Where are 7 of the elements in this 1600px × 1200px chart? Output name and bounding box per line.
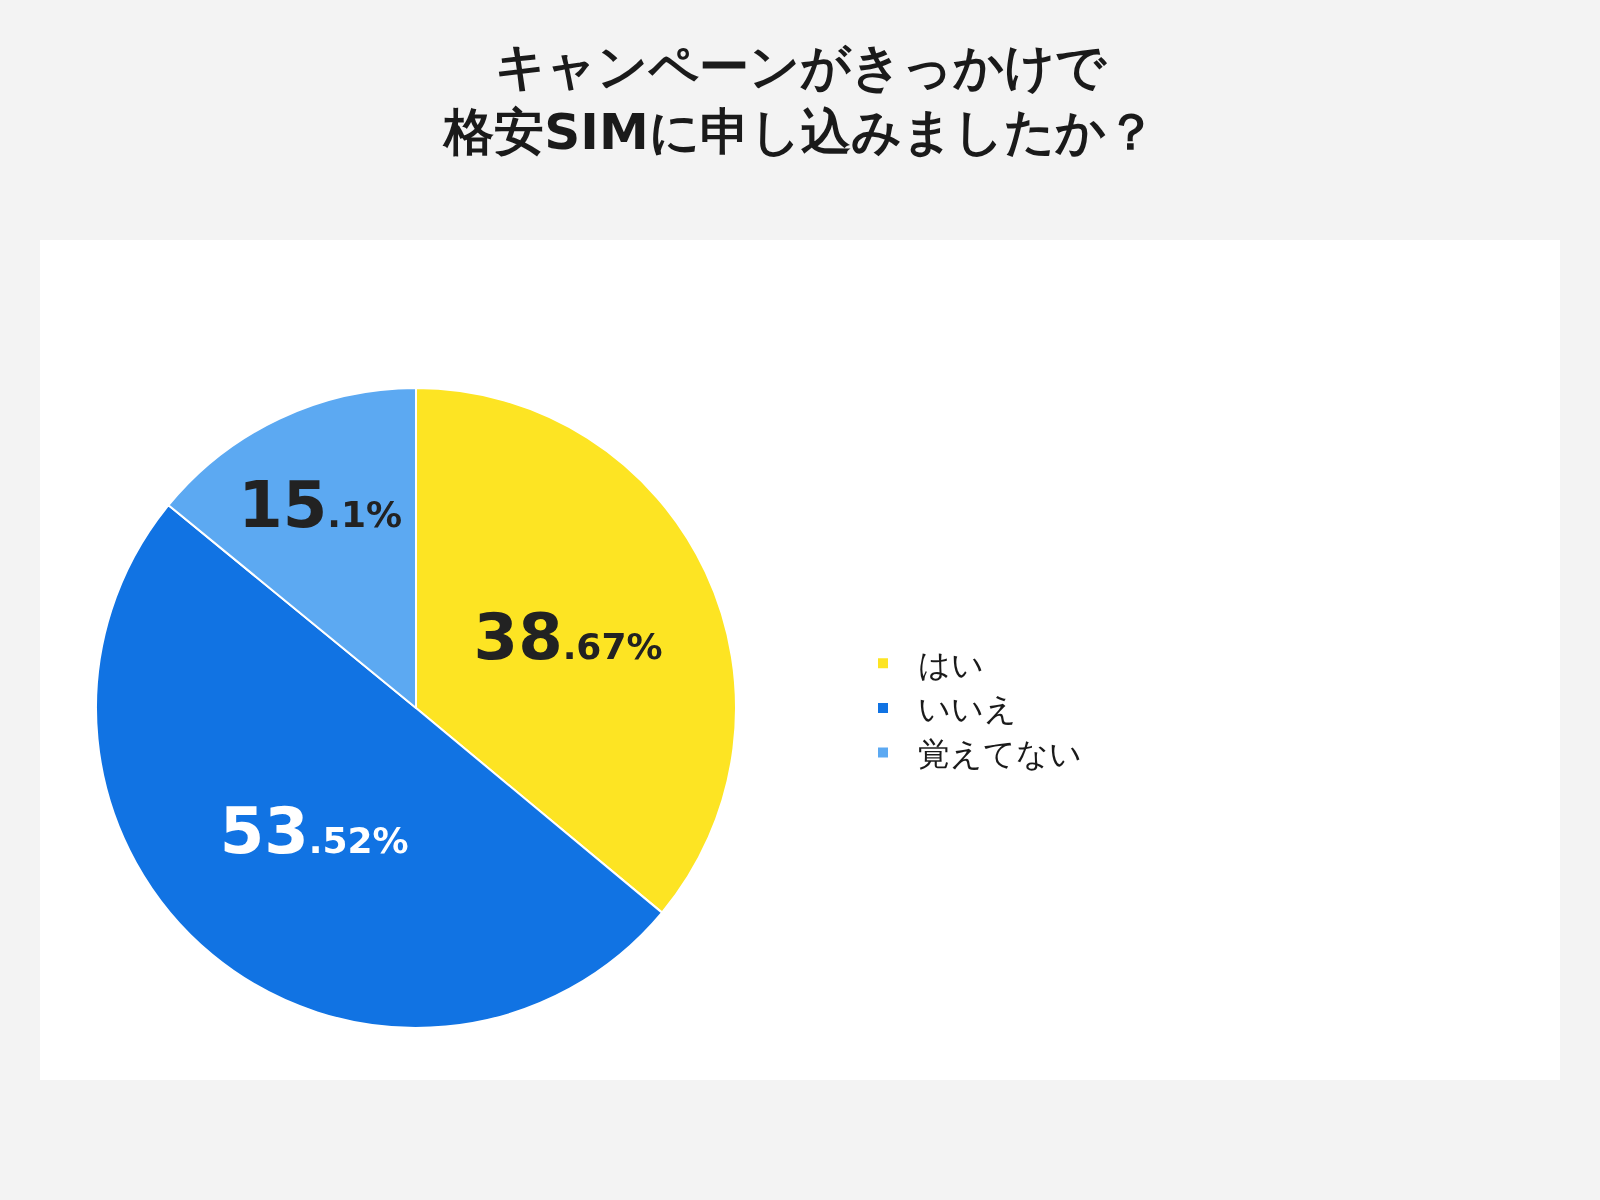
legend-label: はい <box>918 645 984 684</box>
data-label: 15.1% <box>238 468 403 543</box>
data-label: 38.67% <box>473 599 663 674</box>
legend-label: 覚えてない <box>918 734 1082 773</box>
chart-title: キャンペーンがきっかけで格安SIMに申し込みましたか？ <box>442 38 1156 161</box>
legend-label: いいえ <box>918 690 1017 729</box>
data-label: 53.52% <box>219 794 409 869</box>
